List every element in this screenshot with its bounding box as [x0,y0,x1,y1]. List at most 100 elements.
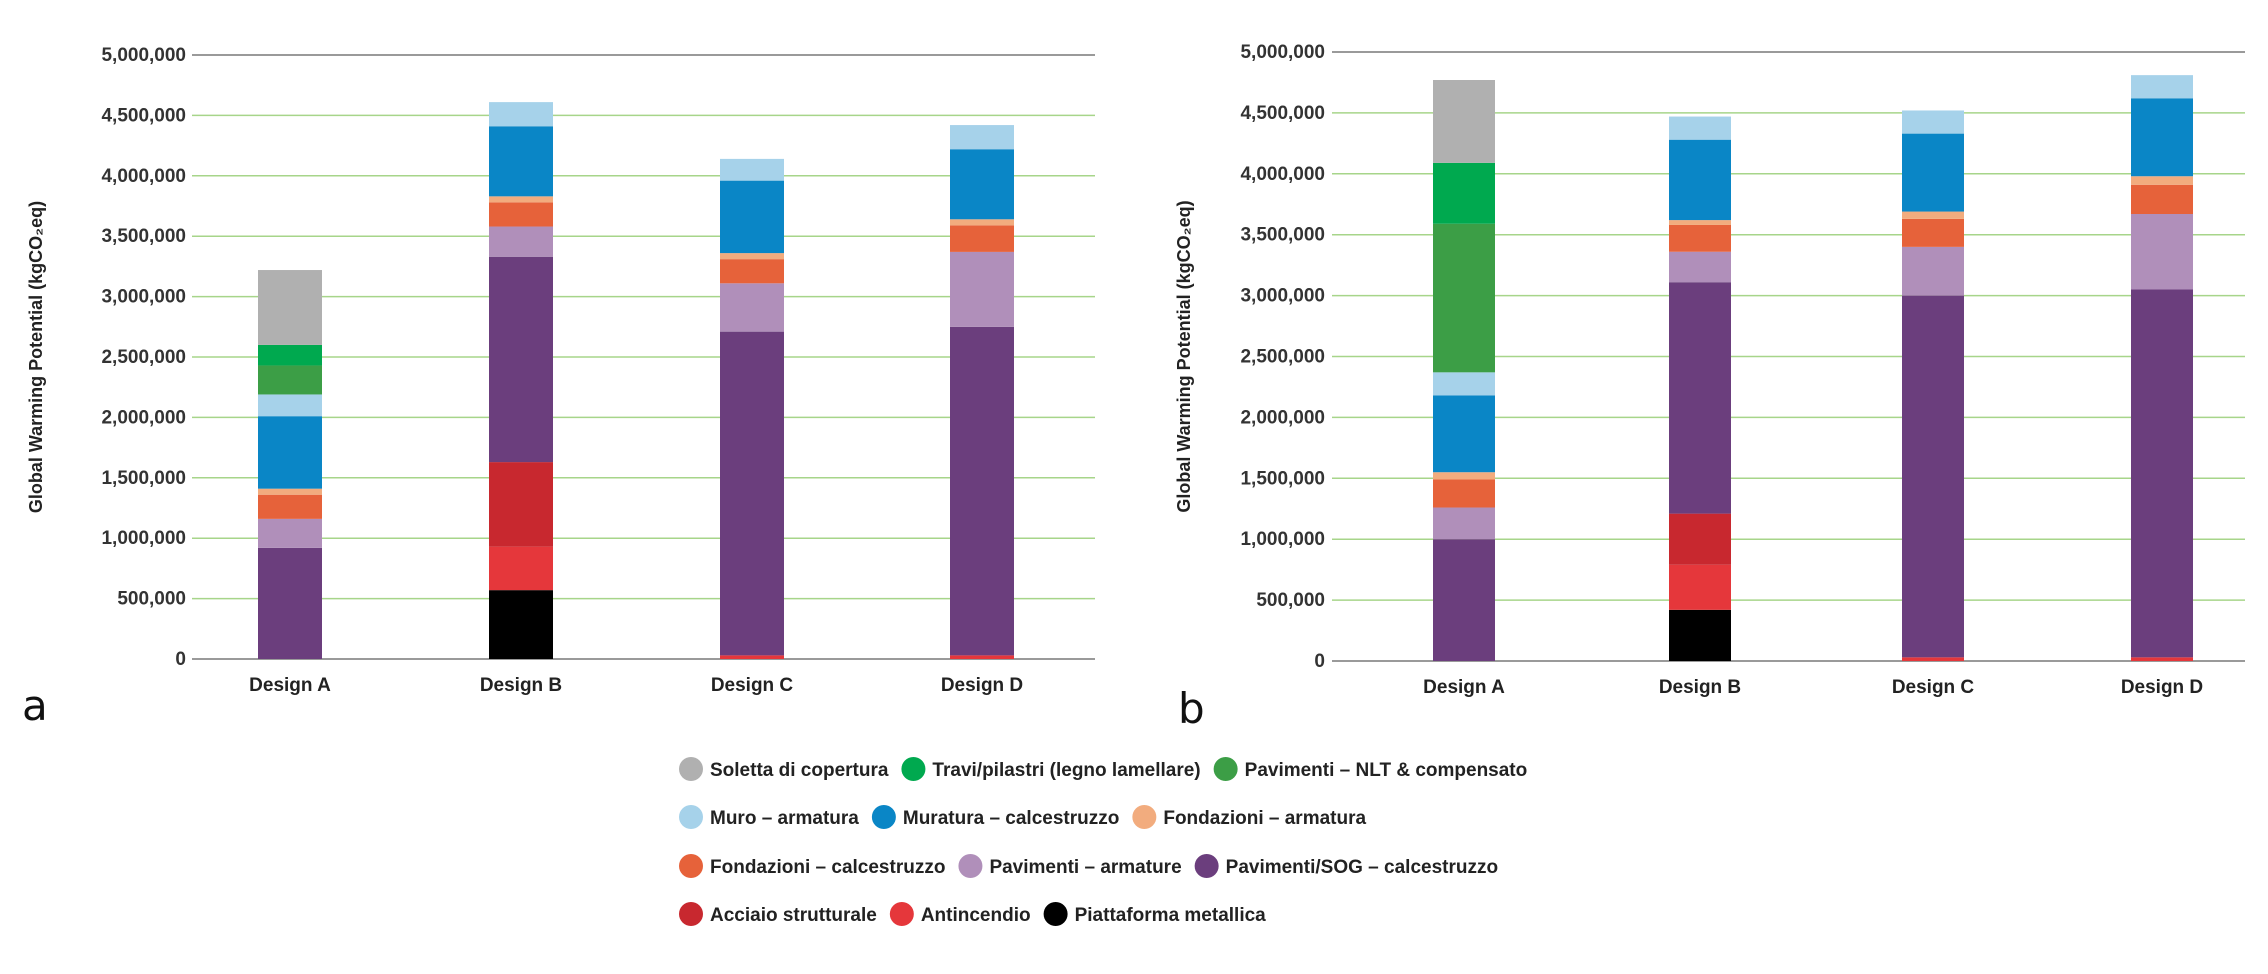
bar-segment [258,344,322,366]
legend-swatch [871,805,896,829]
bar-segment [2131,98,2193,177]
bar-segment [2131,657,2193,661]
bar-segment [720,259,784,284]
bar-segment [489,462,553,547]
legend-swatch [958,854,983,878]
legend-label: Travi/pilastri (legno lamellare) [932,760,1200,781]
y-tick-label: 2,500,000 [1240,347,1325,368]
bar-segment [950,655,1014,659]
bar-segment [1669,564,1731,610]
y-axis-label: Global Warming Potential (kgCO₂eq) [26,201,46,513]
legend-swatch [889,902,914,926]
y-tick-label: 500,000 [1256,590,1325,611]
bar-segment [1433,479,1495,508]
legend: Soletta di copertura Travi/pilastri (legn… [679,757,1527,926]
bar-segment [258,547,322,659]
panel-label: a [22,681,48,730]
bar-segment [1669,220,1731,225]
bar-segment [2131,176,2193,185]
y-tick-label: 0 [175,649,186,670]
y-tick-label: 1,000,000 [1240,529,1325,550]
y-tick-label: 5,000,000 [1240,42,1325,63]
bar-segment [950,149,1014,220]
panel-label: b [1178,684,1205,733]
y-tick-label: 2,000,000 [1240,407,1325,428]
legend-label: Antincendio [921,905,1031,926]
y-tick-label: 1,500,000 [1240,468,1325,489]
legend-label: Pavimenti – NLT & compensato [1245,760,1528,781]
bar-segment [2131,213,2193,290]
bar-segment [1902,211,1964,219]
bar-segment [2131,75,2193,99]
chart-panel-a: 0 500,000 1,000,000 1,500,000 2,000,000 2,500… [22,45,1095,730]
legend-label: Fondazioni – armatura [1163,808,1366,829]
bar-segment [720,331,784,656]
y-axis-label: Global Warming Potential (kgCO₂eq) [1174,200,1194,512]
bar-segment [1669,513,1731,565]
legend-label: Pavimenti – armature [989,857,1181,878]
bar-segment [1902,133,1964,212]
legend-swatch [1043,902,1068,926]
legend-label: Muro – armatura [710,808,859,829]
y-tick-label: 4,000,000 [1240,164,1325,185]
x-tick-label: Design B [480,675,562,696]
bar-segment [950,219,1014,226]
x-tick-label: Design A [1423,677,1505,698]
y-tick-label: 2,000,000 [101,407,186,428]
bar-segment [1902,657,1964,661]
bar-segment [1433,539,1495,661]
legend-swatch [1132,805,1157,829]
y-tick-label: 0 [1314,651,1325,672]
bar-segment [489,256,553,463]
y-tick-label: 2,500,000 [101,347,186,368]
bar-segment [950,125,1014,150]
bar-segment [489,226,553,257]
bar-segment [1902,218,1964,247]
legend-swatch [1213,757,1238,781]
y-tick-label: 3,500,000 [1240,225,1325,246]
legend-label: Soletta di copertura [710,760,889,781]
legend-swatch [679,805,703,829]
bar-segment [1669,139,1731,221]
bar-segment [1902,246,1964,296]
bar-segment [1433,223,1495,373]
bar-segment [1433,372,1495,396]
bar-segment [720,180,784,254]
bar-segment [1433,162,1495,224]
bar-segment [1669,609,1731,661]
bar-segment [489,590,553,659]
x-tick-label: Design A [249,675,331,696]
bar-segment [258,518,322,548]
y-tick-label: 4,500,000 [1240,103,1325,124]
legend-swatch [679,902,703,926]
legend-swatch [679,757,703,781]
bar-segment [1902,295,1964,658]
bar-segment [258,394,322,417]
bar-segment [258,270,322,345]
bar-segment [1433,507,1495,540]
x-tick-label: Design C [711,675,794,696]
bar-segment [2131,184,2193,214]
bar-segment [489,202,553,227]
y-tick-label: 3,500,000 [101,226,186,247]
y-tick-label: 1,500,000 [101,468,186,489]
bar-segment [489,126,553,197]
bar-segment [258,416,322,489]
bar-segment [1669,224,1731,252]
legend-label: Pavimenti/SOG – calcestruzzo [1226,857,1498,878]
bar-segment [1433,395,1495,473]
bar-segment [950,251,1014,327]
bar-segment [1669,251,1731,283]
bar-segment [720,158,784,181]
bar-segment [489,546,553,591]
bar-segment [1433,80,1495,163]
y-tick-label: 5,000,000 [101,45,186,66]
bar-segment [950,326,1014,656]
y-tick-label: 500,000 [117,589,186,610]
bar-segment [1433,472,1495,480]
y-tick-label: 4,500,000 [101,105,186,126]
legend-swatch [1194,854,1219,878]
bar-segment [489,102,553,127]
x-tick-label: Design D [941,675,1023,696]
